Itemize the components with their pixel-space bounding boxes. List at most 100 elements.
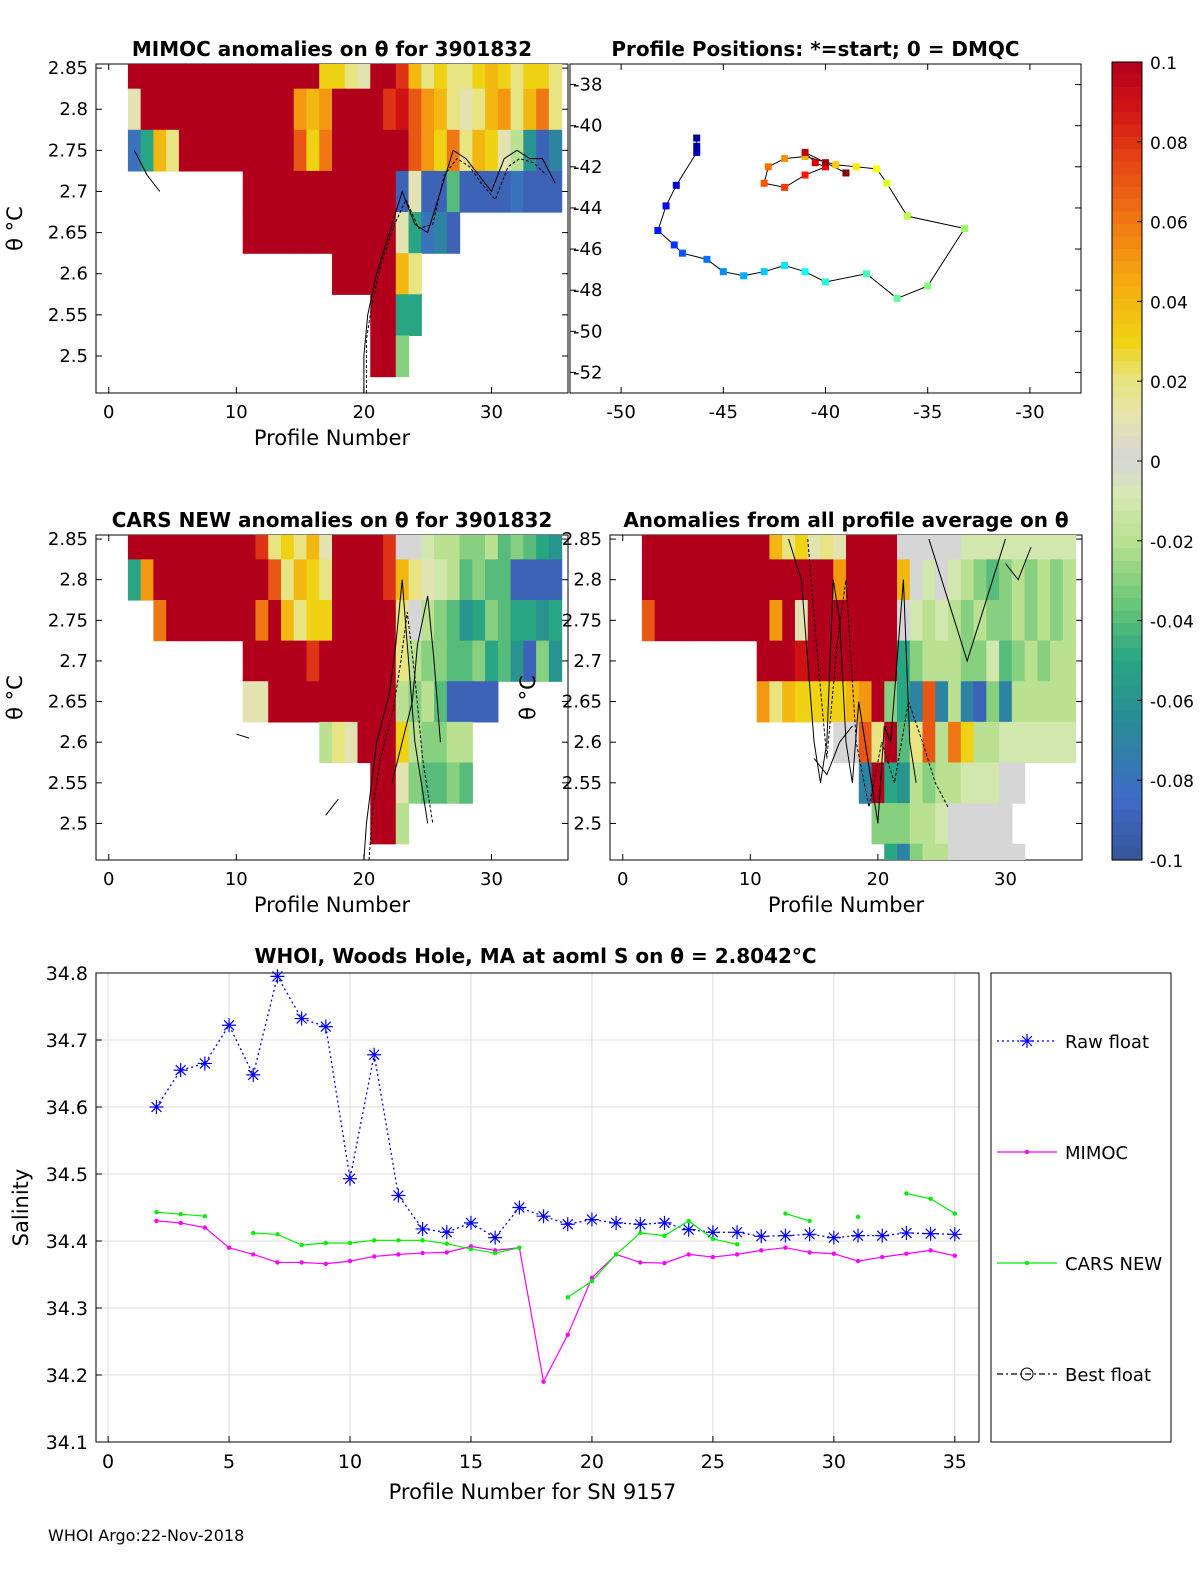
heatmap-cell: [909, 721, 924, 764]
heatmap-cell: [897, 721, 911, 764]
heatmap-cell: [935, 803, 949, 845]
colorbar-band: [1112, 286, 1142, 300]
heatmap-cell: [548, 640, 563, 682]
y-tick-label: -40: [573, 116, 602, 137]
x-axis-label: Profile Number for SN 9157: [389, 1480, 677, 1504]
series-point: [880, 1254, 885, 1260]
heatmap-cell: [370, 212, 384, 254]
heatmap-cell: [960, 843, 975, 860]
heatmap-cell: [370, 600, 384, 642]
heatmap-cell: [408, 294, 422, 337]
footer-label: WHOI Argo:22-Nov-2018: [48, 1526, 245, 1545]
heatmap-cell: [383, 64, 397, 90]
colorbar-band: [1112, 311, 1142, 325]
heatmap-cell: [536, 600, 550, 642]
heatmap-cell: [446, 681, 461, 723]
heatmap-cell: [459, 721, 473, 764]
heatmap-cell: [229, 535, 244, 560]
y-tick-label: 2.6: [59, 264, 88, 285]
heatmap-cell: [332, 721, 346, 764]
heatmap-cell: [935, 681, 949, 723]
x-tick-label: 10: [225, 402, 248, 423]
heatmap-cell: [960, 681, 975, 723]
heatmap-cell: [421, 64, 435, 90]
heatmap-cell: [1037, 535, 1051, 560]
colorbar-tick-label: 0.04: [1150, 293, 1188, 313]
y-tick-label: 2.65: [48, 692, 88, 713]
position-marker: [924, 282, 932, 290]
heatmap-cell: [332, 129, 346, 172]
heatmap-cell: [1024, 640, 1038, 682]
series-point: [251, 1230, 256, 1236]
y-tick-label: 2.7: [59, 651, 88, 672]
heatmap-cell: [421, 170, 435, 213]
heatmap-cell: [395, 129, 410, 172]
heatmap-cell: [1011, 843, 1026, 860]
contour-line: [1005, 547, 1032, 581]
heatmap-cell: [948, 721, 962, 764]
heatmap-cell: [319, 721, 333, 764]
heatmap-cell: [357, 88, 371, 131]
heatmap-cell: [434, 721, 448, 764]
colorbar-band: [1112, 585, 1142, 599]
heatmap-cell: [973, 843, 987, 860]
heatmap-cell: [140, 535, 155, 560]
heatmap-cell: [446, 762, 461, 804]
heatmap-cell: [871, 721, 885, 764]
heatmap-cell: [153, 64, 167, 90]
heatmap-cell: [191, 535, 206, 560]
heatmap-cell: [999, 762, 1013, 804]
heatmap-cell: [306, 559, 320, 601]
heatmap-cell: [1024, 721, 1038, 764]
heatmap-cell: [948, 803, 962, 845]
heatmap-cells: [641, 535, 1077, 860]
heatmap-cell: [986, 803, 1000, 845]
series-point: [154, 1209, 159, 1215]
heatmap-cell: [973, 803, 987, 845]
heatmap-cell: [268, 681, 282, 723]
heatmap-cell: [370, 129, 384, 172]
heatmap-cell: [858, 640, 873, 682]
panel-mimoc: 0 10 20 30 2.5 2.55 2.6 2.65 2.7 2.75 2.8 2.85 MIMOC…: [3, 37, 569, 450]
heatmap-cell: [319, 170, 333, 213]
heatmap-cell: [268, 535, 282, 560]
raw-float-point: [222, 1018, 237, 1033]
heatmap-cell: [743, 535, 758, 560]
heatmap-cell: [166, 600, 180, 642]
heatmap-cell: [769, 681, 783, 723]
heatmap-cell: [408, 212, 422, 254]
heatmap-cell: [204, 559, 218, 601]
heatmap-cell: [948, 559, 962, 601]
x-axis-label: Profile Number: [254, 426, 411, 450]
heatmap-cell: [1050, 535, 1064, 560]
heatmap-cell: [497, 640, 512, 682]
heatmap-cell: [497, 88, 512, 131]
heatmap-cell: [510, 170, 524, 213]
colorbar-tick-label: -0.04: [1150, 613, 1194, 633]
colorbar-band: [1112, 710, 1142, 724]
heatmap-cell: [332, 170, 346, 213]
heatmap-cell: [446, 600, 461, 642]
series-point: [686, 1218, 691, 1224]
raw-float-point: [947, 1227, 962, 1242]
raw-float-point: [609, 1215, 624, 1230]
heatmap-cell: [191, 129, 206, 172]
heatmap-cell: [268, 88, 282, 131]
x-tick-label: 30: [480, 402, 503, 423]
heatmap-cell: [293, 64, 308, 90]
heatmap-cell: [884, 803, 898, 845]
series-point: [831, 1251, 837, 1256]
heatmap-cell: [999, 600, 1013, 642]
contour-line: [788, 538, 917, 824]
position-marker: [811, 159, 819, 167]
colorbar-band: [1112, 423, 1142, 437]
heatmap-cell: [434, 600, 448, 642]
heatmap-cell: [229, 600, 244, 642]
heatmap-cell: [948, 762, 962, 804]
heatmap-cell: [472, 681, 486, 723]
heatmap-cell: [536, 88, 550, 131]
heatmap-cell: [459, 681, 473, 723]
heatmap-cell: [756, 559, 771, 601]
heatmap-cell: [510, 64, 524, 90]
heatmap-cell: [548, 88, 563, 131]
